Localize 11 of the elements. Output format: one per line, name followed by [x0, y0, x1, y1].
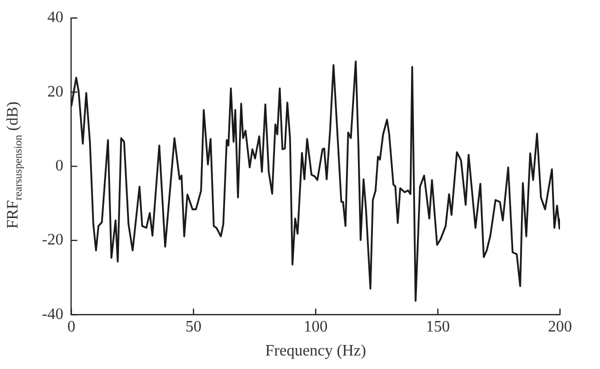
- x-tick-label: 100: [304, 318, 328, 336]
- y-tick-label: -40: [42, 306, 64, 323]
- y-tick-label: -20: [42, 232, 64, 249]
- y-tick-label: 40: [47, 9, 64, 26]
- y-tick-label: 20: [47, 83, 64, 100]
- x-tick-label: 150: [426, 318, 450, 336]
- x-tick-label: 200: [548, 318, 572, 336]
- x-tick-label: 0: [67, 318, 76, 336]
- y-tick-label: 0: [55, 158, 64, 175]
- x-tick-label: 50: [185, 318, 202, 336]
- x-axis-title: Frequency (Hz): [265, 342, 366, 360]
